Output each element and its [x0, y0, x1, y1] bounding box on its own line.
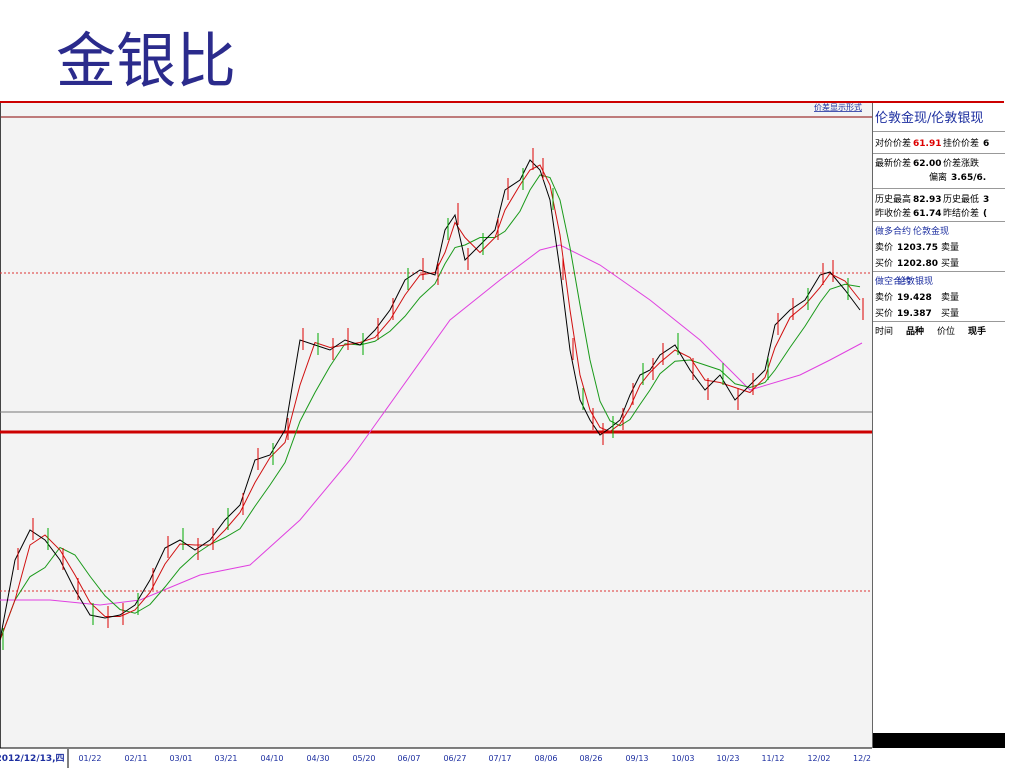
quote-label: 做多合约: [875, 227, 912, 237]
quote-row: 卖价 1203.75 卖量: [875, 241, 981, 255]
quote-row: 昨收价差 61.74 昨结价差(: [875, 207, 1005, 221]
quote-value: 62.00: [913, 159, 942, 169]
x-tick-label: 06/07: [397, 754, 420, 763]
x-tick-label: 10/23: [716, 754, 739, 763]
quote-row: 买价 1202.80 买量: [875, 257, 981, 271]
ma-mid: [0, 174, 861, 641]
x-tick-label: 11/12: [761, 754, 784, 763]
x-tick-label: 06/27: [443, 754, 466, 763]
separator: [873, 153, 1005, 154]
quote-label: 历史最高: [875, 195, 912, 205]
quote-label: 历史最低: [943, 195, 980, 205]
current-date: 2012/12/13,四: [0, 753, 65, 764]
quote-label: 买价: [875, 309, 894, 319]
quote-value: 19.428: [897, 293, 932, 303]
quote-value: 6: [983, 139, 990, 149]
x-tick-label: 12/2: [853, 754, 871, 763]
quote-label: 做空合约: [875, 277, 912, 287]
x-tick-label: 12/02: [807, 754, 830, 763]
quote-label: 卖量: [941, 243, 960, 253]
plot-bg: [0, 103, 872, 748]
x-tick-label: 03/01: [169, 754, 192, 763]
quote-label: 对价价差: [875, 139, 912, 149]
display-mode-link[interactable]: 价差显示形式: [814, 102, 862, 112]
quote-row: 做多合约 伦敦金现: [875, 225, 950, 239]
x-tick-label: 07/17: [488, 754, 511, 763]
quote-label: 价差涨跌: [943, 159, 980, 169]
quote-label: 偏离: [929, 173, 948, 183]
quote-row: 对价价差 61.91 挂价价差 6: [875, 137, 1005, 151]
quote-label: 昨结价差: [943, 209, 980, 219]
price-line: [0, 159, 861, 641]
quote-row: 时间 品种 价位 现手: [875, 325, 999, 339]
panel-header: 伦敦金现/伦敦银现: [875, 111, 984, 126]
quote-value: (: [983, 209, 988, 219]
quote-label: 卖价: [875, 243, 894, 253]
quote-value: 3: [983, 195, 990, 205]
separator: [873, 131, 1005, 132]
quote-row: 偏离 3.65/6.: [875, 171, 986, 185]
x-axis-bar: [0, 748, 872, 768]
ma-short: [0, 164, 861, 641]
quote-label: 挂价价差: [943, 139, 980, 149]
quote-value: 伦敦金现: [913, 227, 950, 237]
quote-value: 3.65/6.: [951, 173, 987, 183]
quote-row: 做空合约伦敦银现: [875, 275, 941, 289]
separator: [873, 321, 1005, 322]
quote-value: 61.74: [913, 209, 942, 219]
quote-row: 卖价 19.428 卖量: [875, 291, 981, 305]
quote-row: 买价 19.387 买量: [875, 307, 981, 321]
quote-value: 现手: [968, 327, 987, 337]
chart-screenshot: 价差显示形式 2012/12/13,四 01/22 02/11 03/01 03/21 0…: [0, 101, 1004, 768]
quote-row: 历史最高 82.93 历史最低 3: [875, 193, 1005, 207]
quote-value: 1202.80: [897, 259, 938, 269]
quote-label: 昨收价差: [875, 209, 912, 219]
quote-label: 买价: [875, 259, 894, 269]
quote-value: 品种: [906, 327, 925, 337]
x-tick-label: 10/03: [671, 754, 694, 763]
quote-value: 19.387: [897, 309, 932, 319]
quote-panel: 伦敦金现/伦敦银现 对价价差 61.91 挂价价差 6 最新价差 62.00 价差涨跌 偏离 3…: [872, 103, 1005, 748]
quote-label: 买量: [941, 259, 960, 269]
quote-label: 卖量: [941, 293, 960, 303]
quote-label: 最新价差: [875, 159, 912, 169]
quote-label: 价位: [937, 327, 956, 337]
ma-long: [0, 244, 863, 606]
quote-value: 82.93: [913, 195, 942, 205]
separator: [873, 271, 1005, 272]
quote-value: 61.91: [913, 139, 942, 149]
x-tick-label: 08/26: [579, 754, 602, 763]
x-tick-label: 09/13: [625, 754, 648, 763]
separator: [873, 188, 1005, 189]
slide-title: 金银比: [56, 27, 236, 97]
x-tick-label: 05/20: [352, 754, 375, 763]
quote-value: 伦敦银现: [897, 277, 934, 287]
x-tick-label: 02/11: [124, 754, 147, 763]
quote-label: 买量: [941, 309, 960, 319]
quote-row: 最新价差 62.00 价差涨跌: [875, 157, 983, 171]
panel-bar: [873, 733, 1005, 748]
separator: [873, 221, 1005, 222]
x-tick-label: 04/10: [260, 754, 283, 763]
x-tick-label: 08/06: [534, 754, 557, 763]
quote-label: 时间: [875, 327, 894, 337]
quote-label: 卖价: [875, 293, 894, 303]
quote-value: 1203.75: [897, 243, 938, 253]
x-tick-label: 01/22: [78, 754, 101, 763]
x-tick-label: 03/21: [214, 754, 237, 763]
x-tick-label: 04/30: [306, 754, 329, 763]
